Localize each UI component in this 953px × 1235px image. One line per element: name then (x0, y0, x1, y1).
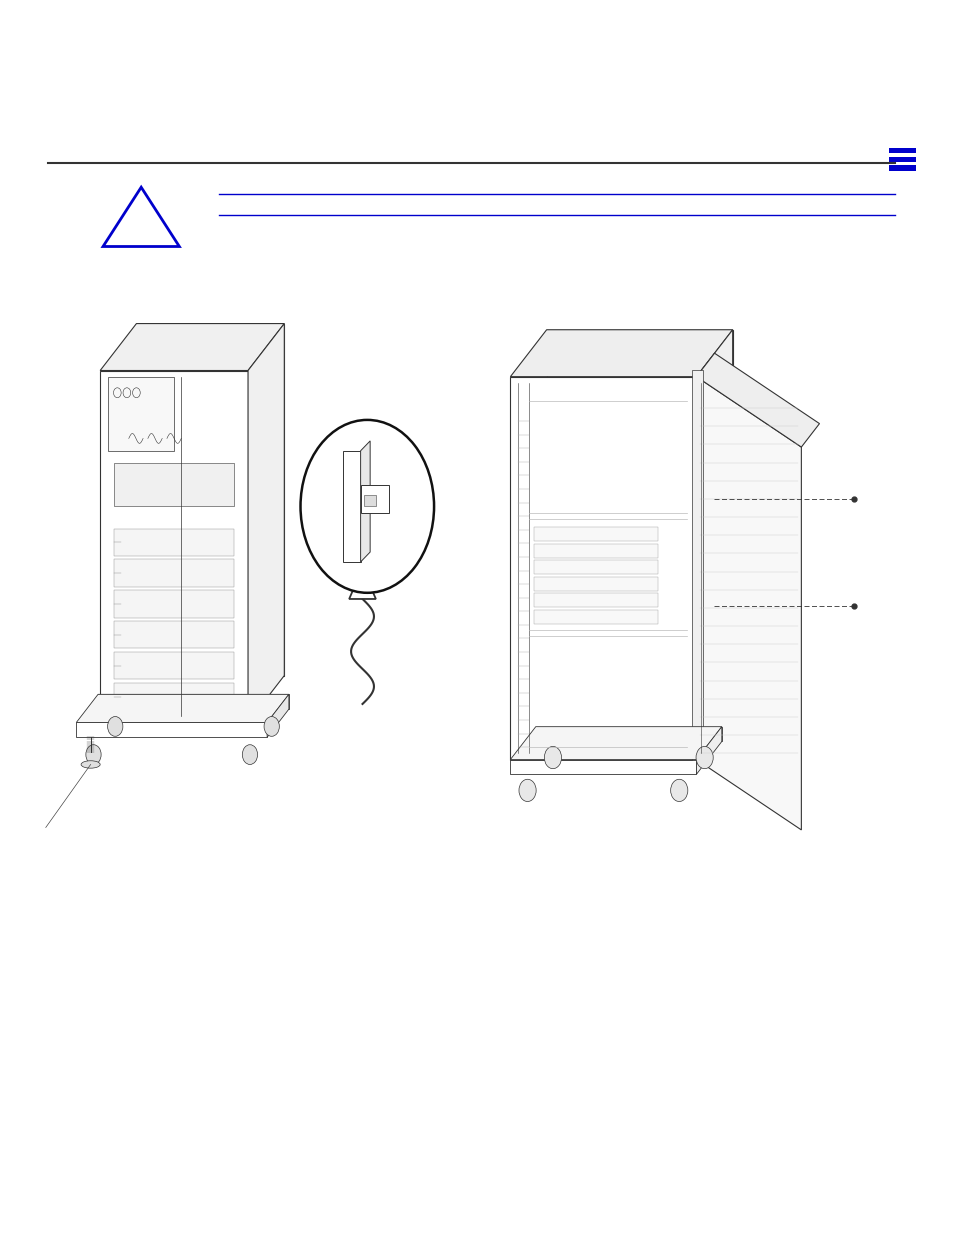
Polygon shape (536, 726, 721, 741)
Polygon shape (360, 441, 370, 562)
Polygon shape (510, 760, 696, 774)
Circle shape (518, 779, 536, 802)
Polygon shape (534, 593, 658, 608)
Polygon shape (349, 568, 375, 599)
Circle shape (696, 746, 713, 768)
Polygon shape (696, 726, 721, 774)
Polygon shape (364, 495, 375, 506)
Circle shape (300, 420, 434, 593)
Polygon shape (114, 529, 233, 556)
Polygon shape (248, 324, 284, 722)
Polygon shape (510, 726, 721, 760)
Polygon shape (114, 590, 233, 618)
Polygon shape (696, 330, 732, 760)
Polygon shape (108, 377, 174, 451)
Polygon shape (114, 652, 233, 679)
Polygon shape (76, 694, 289, 722)
Circle shape (86, 745, 101, 764)
Polygon shape (510, 330, 732, 377)
Polygon shape (114, 463, 233, 506)
Polygon shape (696, 353, 819, 447)
Circle shape (670, 779, 687, 802)
Polygon shape (267, 694, 289, 737)
Polygon shape (534, 561, 658, 574)
Ellipse shape (81, 761, 100, 768)
Polygon shape (534, 527, 658, 541)
Polygon shape (98, 694, 289, 709)
Circle shape (544, 746, 561, 768)
Polygon shape (510, 377, 696, 760)
Polygon shape (100, 324, 284, 370)
FancyBboxPatch shape (888, 157, 915, 162)
Polygon shape (114, 621, 233, 648)
Circle shape (264, 716, 279, 736)
Polygon shape (114, 559, 233, 587)
Polygon shape (691, 370, 702, 766)
FancyBboxPatch shape (888, 165, 915, 170)
Polygon shape (546, 330, 732, 713)
Polygon shape (76, 722, 267, 737)
Polygon shape (696, 377, 801, 830)
Polygon shape (343, 451, 360, 562)
Polygon shape (136, 324, 284, 676)
FancyBboxPatch shape (888, 148, 915, 153)
Polygon shape (534, 543, 658, 558)
Polygon shape (114, 683, 233, 710)
Circle shape (242, 745, 257, 764)
Polygon shape (100, 370, 248, 722)
Circle shape (108, 716, 123, 736)
Polygon shape (360, 485, 389, 513)
Polygon shape (534, 610, 658, 624)
Polygon shape (534, 577, 658, 590)
